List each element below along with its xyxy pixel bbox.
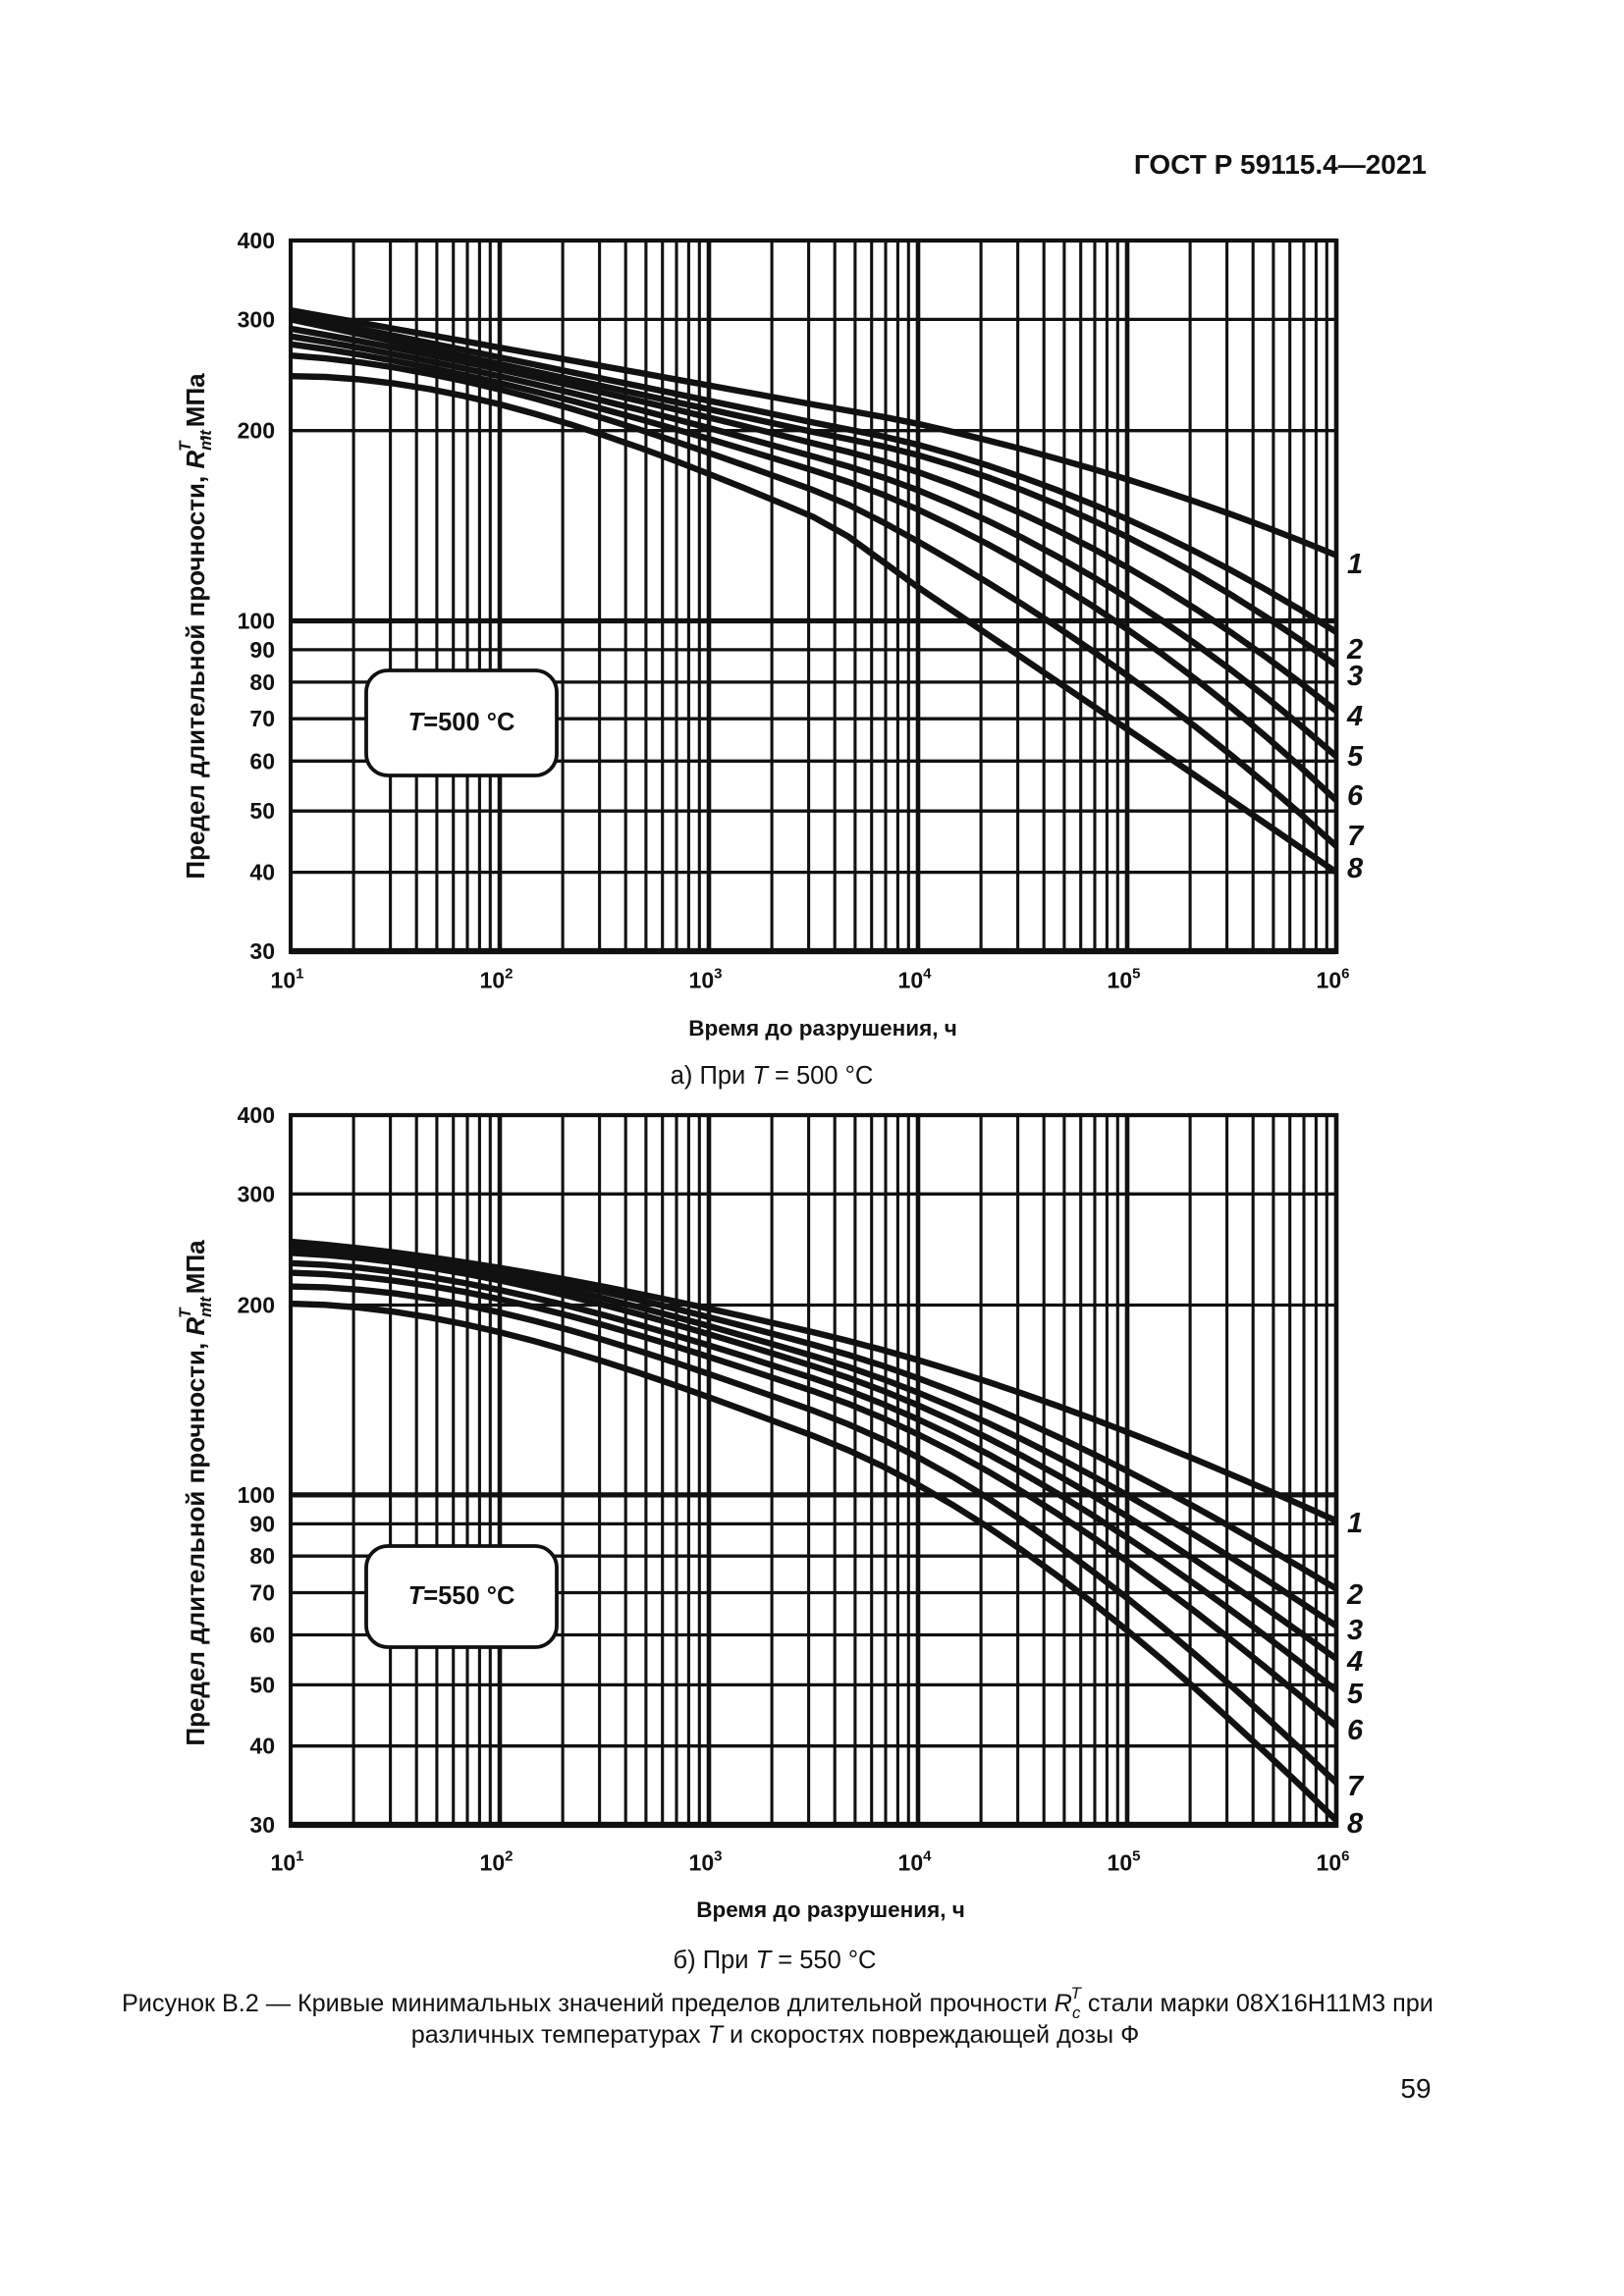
svg-text:ГОСТ Р 59115.4—2021: ГОСТ Р 59115.4—2021 (1134, 149, 1427, 180)
svg-text:6: 6 (1347, 780, 1364, 812)
svg-text:100: 100 (238, 609, 275, 634)
svg-text:4: 4 (1346, 701, 1363, 732)
svg-text:70: 70 (249, 706, 275, 731)
svg-text:Рисунок В.2 — Кривые минимальн: Рисунок В.2 — Кривые минимальных значени… (122, 1984, 1434, 2022)
svg-text:40: 40 (249, 1734, 275, 1759)
svg-text:3: 3 (1347, 1615, 1363, 1646)
svg-text:8: 8 (1347, 853, 1364, 884)
svg-text:5: 5 (1347, 741, 1364, 773)
svg-text:2: 2 (1346, 1579, 1363, 1611)
svg-text:300: 300 (238, 306, 275, 332)
svg-text:Предел длительной прочности, R: Предел длительной прочности, RmtT, МПа (176, 373, 215, 880)
svg-text:2: 2 (1346, 634, 1363, 666)
svg-text:40: 40 (249, 860, 275, 885)
svg-text:а) При T = 500 °С: а) При T = 500 °С (671, 1062, 874, 1090)
svg-text:5: 5 (1347, 1679, 1364, 1710)
svg-text:101: 101 (271, 966, 304, 993)
svg-text:70: 70 (249, 1580, 275, 1606)
svg-text:60: 60 (249, 1623, 275, 1648)
svg-text:90: 90 (249, 637, 275, 663)
svg-text:T=550 °С: T=550 °С (408, 1582, 515, 1610)
svg-text:Время до разрушения, ч: Время до разрушения, ч (688, 1016, 957, 1041)
svg-text:б) При T = 550 °С: б) При T = 550 °С (674, 1947, 877, 1974)
svg-text:104: 104 (898, 966, 933, 993)
svg-text:30: 30 (249, 1812, 275, 1838)
svg-text:8: 8 (1347, 1808, 1364, 1840)
svg-text:6: 6 (1347, 1715, 1364, 1746)
svg-text:80: 80 (249, 1543, 275, 1569)
svg-text:100: 100 (238, 1482, 275, 1508)
svg-text:50: 50 (249, 1672, 275, 1697)
svg-text:400: 400 (238, 228, 275, 253)
svg-text:Время до разрушения, ч: Время до разрушения, ч (696, 1897, 965, 1922)
svg-text:30: 30 (249, 938, 275, 964)
svg-text:4: 4 (1346, 1646, 1363, 1678)
svg-text:7: 7 (1347, 1771, 1365, 1802)
svg-text:80: 80 (249, 669, 275, 695)
svg-text:59: 59 (1400, 2073, 1431, 2104)
svg-text:200: 200 (238, 418, 275, 444)
svg-text:300: 300 (238, 1181, 275, 1206)
svg-text:200: 200 (238, 1293, 275, 1318)
svg-text:различных температурах T и ско: различных температурах T и скоростях пов… (411, 2021, 1140, 2049)
svg-text:90: 90 (249, 1511, 275, 1536)
svg-text:Предел длительной прочности, R: Предел длительной прочности, RmtT, МПа (176, 1240, 215, 1746)
svg-text:1: 1 (1347, 549, 1363, 580)
svg-text:101: 101 (271, 1848, 304, 1876)
svg-text:7: 7 (1347, 821, 1365, 852)
svg-text:400: 400 (238, 1102, 275, 1128)
svg-text:T=500 °С: T=500 °С (408, 709, 515, 736)
svg-text:1: 1 (1347, 1508, 1363, 1539)
svg-text:60: 60 (249, 748, 275, 774)
svg-text:3: 3 (1347, 661, 1363, 692)
svg-text:50: 50 (249, 798, 275, 824)
